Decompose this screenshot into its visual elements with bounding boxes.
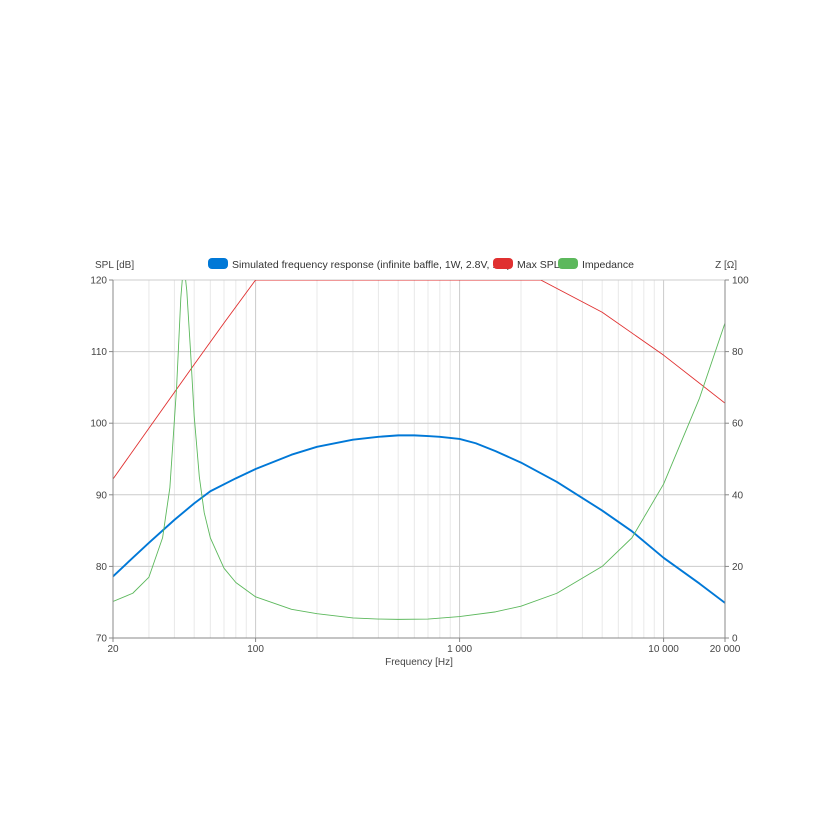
y-right-tick-label: 100 [732, 276, 749, 287]
x-tick-label: 100 [247, 644, 264, 655]
impedance-line [113, 280, 725, 620]
x-tick-label: 20 [107, 644, 119, 655]
legend-swatch-max-spl [493, 258, 513, 269]
y-right-tick-label: 20 [732, 562, 744, 573]
y-right-tick-label: 80 [732, 347, 744, 358]
legend-swatch-frequency-response [208, 258, 228, 269]
y-left-tick-label: 70 [96, 634, 108, 645]
legend-label-impedance: Impedance [582, 259, 634, 271]
axes [112, 280, 726, 639]
y-left-tick-label: 90 [96, 490, 108, 501]
y-left-tick-label: 100 [90, 419, 107, 430]
x-tick-label: 20 000 [710, 644, 741, 655]
y-right-tick-label: 40 [732, 490, 744, 501]
y-left-tick-label: 110 [91, 347, 107, 358]
tick-labels: 20 100 1 000 10 000 20 000 70 80 90 100 110 120 0 20… [90, 276, 749, 656]
y-right-tick-label: 0 [732, 634, 738, 645]
max-spl-line [113, 280, 725, 480]
legend-label-frequency-response: Simulated frequency response (infinite b… [232, 259, 510, 271]
x-tick-label: 1 000 [447, 644, 472, 655]
y-axis-left-label: SPL [dB] [95, 260, 134, 271]
legend-swatch-impedance [558, 258, 578, 269]
x-tick-label: 10 000 [648, 644, 679, 655]
series-layer [113, 280, 725, 620]
legend: Simulated frequency response (infinite b… [208, 258, 634, 271]
y-left-tick-label: 120 [90, 276, 107, 287]
y-left-tick-label: 80 [96, 562, 108, 573]
legend-label-max-spl: Max SPL [517, 259, 560, 271]
frequency-response-line [113, 434, 725, 604]
y-right-tick-label: 60 [732, 419, 744, 430]
y-axis-right-label: Z [Ω] [715, 260, 737, 271]
x-axis-label: Frequency [Hz] [385, 657, 453, 668]
